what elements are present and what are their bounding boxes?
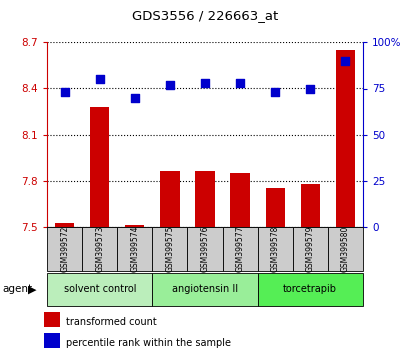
Text: solvent control: solvent control: [63, 284, 136, 295]
Bar: [117, 227, 152, 271]
Bar: [230, 173, 249, 227]
Bar: [152, 227, 187, 271]
Bar: [44, 312, 60, 327]
Point: [341, 58, 348, 64]
Point: [271, 89, 278, 95]
Bar: [327, 227, 362, 271]
Text: transformed count: transformed count: [65, 317, 156, 327]
Bar: [335, 50, 354, 227]
Text: GSM399574: GSM399574: [130, 225, 139, 272]
Point: [96, 76, 103, 82]
Bar: [257, 273, 362, 306]
Bar: [187, 227, 222, 271]
Text: angiotensin II: angiotensin II: [171, 284, 238, 295]
Bar: [125, 225, 144, 227]
Text: ▶: ▶: [28, 284, 36, 295]
Text: percentile rank within the sample: percentile rank within the sample: [65, 338, 230, 348]
Bar: [292, 227, 327, 271]
Bar: [55, 223, 74, 227]
Text: torcetrapib: torcetrapib: [283, 284, 337, 295]
Point: [306, 86, 313, 91]
Bar: [222, 227, 257, 271]
Text: GSM399579: GSM399579: [305, 225, 314, 272]
Bar: [152, 273, 257, 306]
Bar: [82, 227, 117, 271]
Point: [201, 80, 208, 86]
Text: GSM399580: GSM399580: [340, 225, 349, 272]
Bar: [47, 227, 82, 271]
Bar: [44, 333, 60, 348]
Bar: [195, 171, 214, 227]
Bar: [160, 171, 179, 227]
Bar: [257, 227, 292, 271]
Text: GSM399572: GSM399572: [60, 225, 69, 272]
Point: [236, 80, 243, 86]
Text: GSM399575: GSM399575: [165, 225, 174, 272]
Text: GSM399578: GSM399578: [270, 225, 279, 272]
Bar: [90, 107, 109, 227]
Text: GSM399576: GSM399576: [200, 225, 209, 272]
Point: [61, 89, 68, 95]
Text: agent: agent: [2, 284, 32, 295]
Bar: [47, 273, 152, 306]
Bar: [300, 184, 319, 227]
Point: [131, 95, 138, 101]
Text: GSM399577: GSM399577: [235, 225, 244, 272]
Text: GSM399573: GSM399573: [95, 225, 104, 272]
Text: GDS3556 / 226663_at: GDS3556 / 226663_at: [132, 9, 277, 22]
Point: [166, 82, 173, 88]
Bar: [265, 188, 284, 227]
